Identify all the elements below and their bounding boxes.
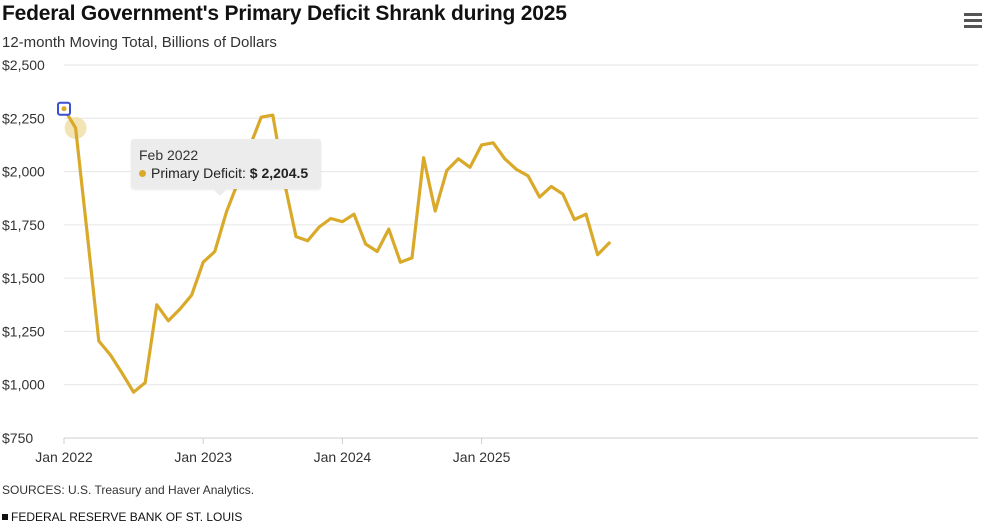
x-tick-label: Jan 2022 — [35, 449, 93, 465]
data-tooltip: Feb 2022 Primary Deficit: $ 2,204.5 — [131, 139, 321, 196]
y-tick-label: $1,000 — [2, 377, 45, 393]
source-note: SOURCES: U.S. Treasury and Haver Analyti… — [2, 483, 255, 497]
data-point[interactable] — [315, 223, 323, 231]
tooltip-value: $ 2,204.5 — [249, 165, 309, 181]
publisher-credit: FEDERAL RESERVE BANK OF ST. LOUIS — [2, 510, 242, 524]
axes: $750 $1,000 $1,250 $1,500 $1,750 $2,000 $2,250… — [2, 57, 978, 465]
y-tick-label: $1,750 — [2, 217, 45, 233]
series-layer — [62, 107, 611, 394]
x-tick-label: Jan 2024 — [314, 449, 372, 465]
data-point[interactable] — [83, 229, 91, 237]
y-tick-label: $2,250 — [2, 110, 45, 126]
publisher-name: FEDERAL RESERVE BANK OF ST. LOUIS — [11, 510, 243, 524]
data-point[interactable] — [118, 369, 126, 377]
tooltip-date: Feb 2022 — [139, 147, 199, 163]
y-tick-label: $750 — [2, 430, 33, 446]
data-point[interactable] — [408, 254, 416, 262]
square-bullet-icon — [2, 514, 8, 520]
data-point[interactable] — [188, 291, 196, 299]
data-point[interactable] — [536, 193, 544, 201]
data-point[interactable] — [362, 240, 370, 248]
data-point[interactable] — [176, 305, 184, 313]
data-point[interactable] — [443, 167, 451, 175]
data-point[interactable] — [396, 258, 404, 266]
menu-bar — [964, 19, 982, 22]
selected-point-dot — [61, 106, 67, 112]
tooltip-row: Primary Deficit: $ 2,204.5 — [139, 165, 308, 181]
data-point[interactable] — [466, 163, 474, 171]
data-point[interactable] — [269, 111, 277, 119]
data-point[interactable] — [106, 351, 114, 359]
data-point[interactable] — [211, 248, 219, 256]
gridlines — [64, 64, 978, 386]
data-point[interactable] — [512, 165, 520, 173]
data-point[interactable] — [478, 141, 486, 149]
markers — [57, 101, 613, 396]
menu-bar — [964, 25, 982, 28]
data-point[interactable] — [605, 239, 613, 247]
data-point[interactable] — [130, 388, 138, 396]
data-point[interactable] — [338, 218, 346, 226]
data-point[interactable] — [327, 214, 335, 222]
data-point[interactable] — [501, 155, 509, 163]
y-tick-label: $2,500 — [2, 57, 45, 73]
data-point[interactable] — [524, 172, 532, 180]
menu-bar — [964, 13, 982, 16]
tooltip-series-label: Primary Deficit: — [151, 165, 246, 181]
data-point[interactable] — [304, 237, 312, 245]
data-point[interactable] — [420, 154, 428, 162]
data-point[interactable] — [141, 379, 149, 387]
data-point[interactable] — [199, 258, 207, 266]
chart-title: Federal Government's Primary Deficit Shr… — [2, 2, 567, 25]
data-point[interactable] — [385, 225, 393, 233]
data-point[interactable] — [594, 251, 602, 259]
data-point[interactable] — [164, 317, 172, 325]
data-point[interactable] — [222, 208, 230, 216]
data-point[interactable] — [489, 139, 497, 147]
data-point[interactable] — [431, 207, 439, 215]
data-point[interactable] — [95, 337, 103, 345]
data-point[interactable] — [72, 124, 80, 132]
y-tick-label: $1,250 — [2, 323, 45, 339]
data-point[interactable] — [350, 210, 358, 218]
series-line-primary-deficit — [62, 107, 611, 394]
data-point[interactable] — [582, 210, 590, 218]
hamburger-menu-icon[interactable] — [960, 11, 986, 33]
data-point[interactable] — [454, 155, 462, 163]
data-point[interactable] — [292, 233, 300, 241]
y-tick-label: $1,500 — [2, 270, 45, 286]
y-tick-label: $2,000 — [2, 164, 45, 180]
x-tick-label: Jan 2023 — [174, 449, 232, 465]
x-tick-label: Jan 2025 — [453, 449, 511, 465]
data-point[interactable] — [559, 190, 567, 198]
data-point[interactable] — [547, 182, 555, 190]
series-dot-icon — [139, 170, 146, 177]
data-point[interactable] — [373, 248, 381, 256]
chart-subtitle: 12-month Moving Total, Billions of Dolla… — [2, 34, 277, 51]
data-point[interactable] — [153, 301, 161, 309]
data-point[interactable] — [570, 216, 578, 224]
data-point[interactable] — [257, 113, 265, 121]
